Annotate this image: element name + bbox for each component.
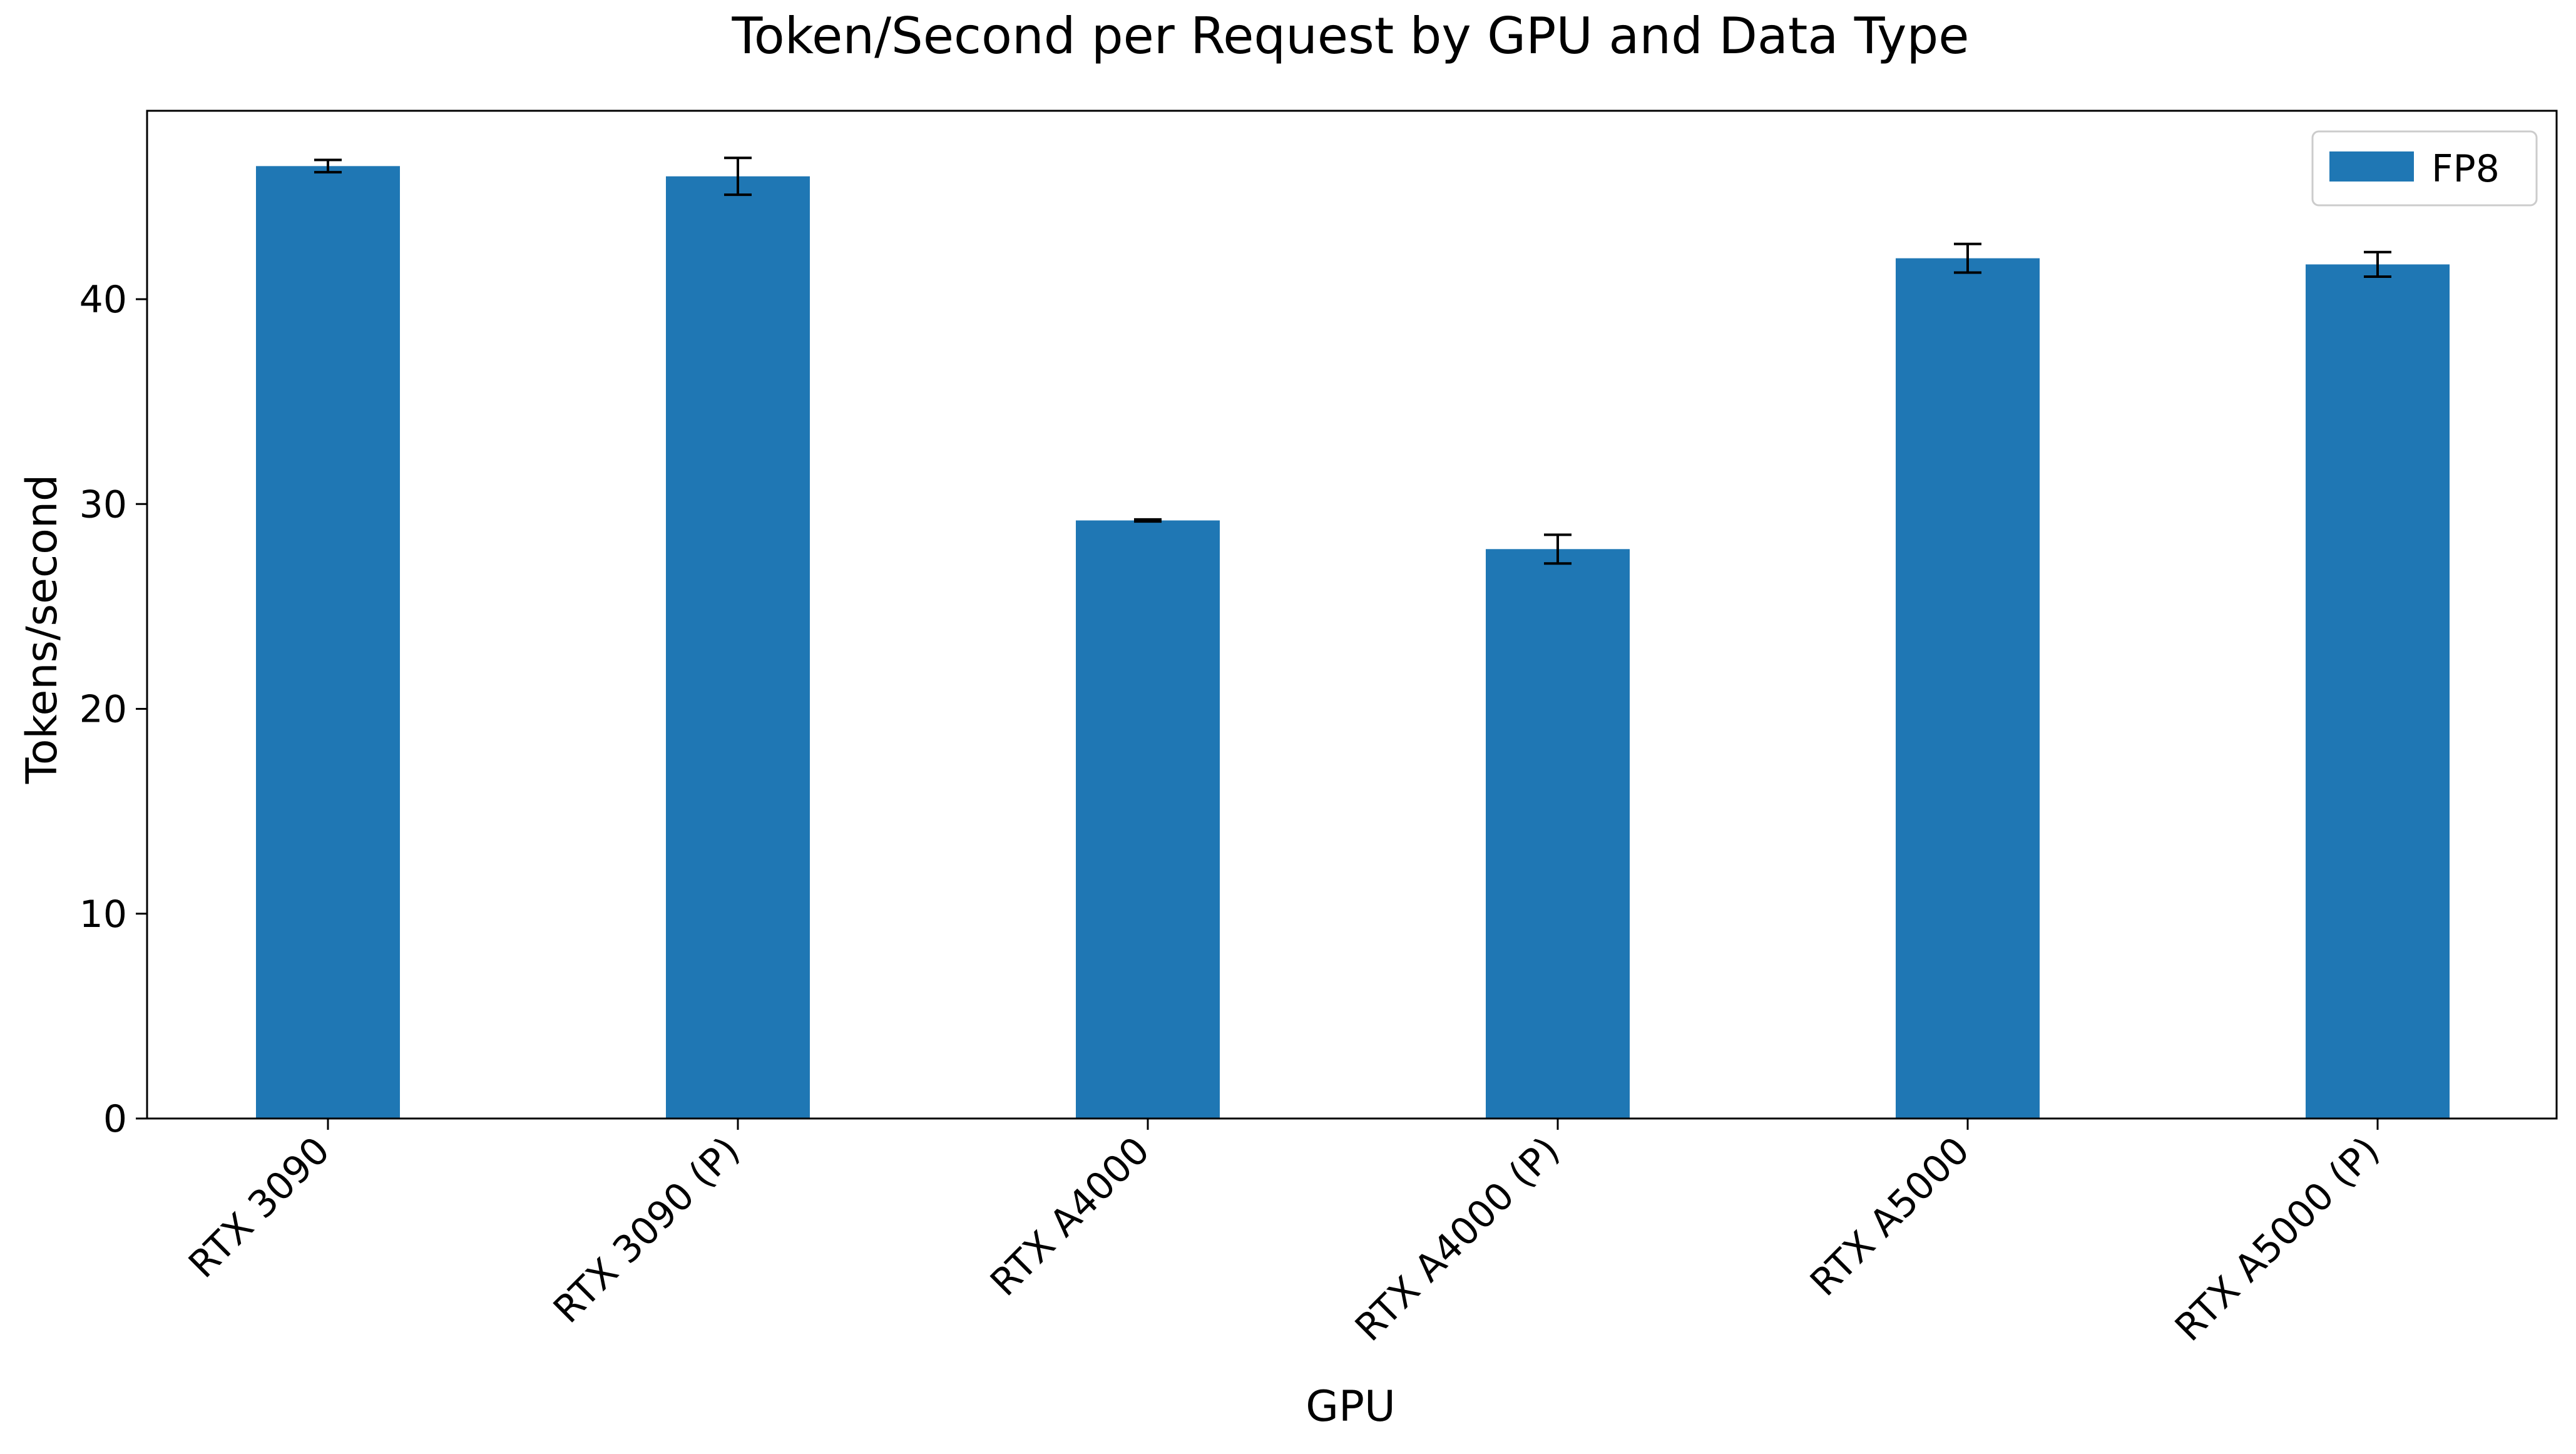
bar [2306, 264, 2450, 1119]
error-bar [724, 156, 752, 197]
legend: FP8 [2311, 130, 2538, 207]
error-bars-layer [314, 156, 2391, 565]
error-bar [1954, 242, 1981, 274]
y-tick-label: 30 [79, 483, 127, 526]
bar [256, 166, 400, 1119]
y-tick-label: 40 [79, 278, 127, 322]
y-tick-label: 0 [103, 1097, 127, 1141]
bars-layer [256, 166, 2450, 1119]
legend-box [2311, 130, 2538, 207]
y-axis: 0 10 20 30 40 [79, 278, 147, 1141]
bar [1486, 549, 1630, 1119]
y-axis-label: Tokens/second [18, 474, 67, 784]
bar [666, 176, 810, 1119]
legend-label: FP8 [2431, 147, 2500, 191]
y-tick-label: 10 [79, 893, 127, 936]
legend-swatch [2329, 151, 2414, 182]
chart-title: Token/Second per Request by GPU and Data… [731, 7, 1969, 65]
plot-frame [146, 110, 2558, 1120]
y-tick-label: 20 [79, 688, 127, 732]
error-bar [2364, 250, 2391, 279]
x-axis-label: GPU [1306, 1382, 1395, 1431]
bar [1076, 520, 1220, 1119]
error-bar [314, 158, 342, 174]
bar [1896, 258, 2040, 1119]
error-bar [1134, 518, 1162, 523]
error-bar [1544, 533, 1572, 565]
